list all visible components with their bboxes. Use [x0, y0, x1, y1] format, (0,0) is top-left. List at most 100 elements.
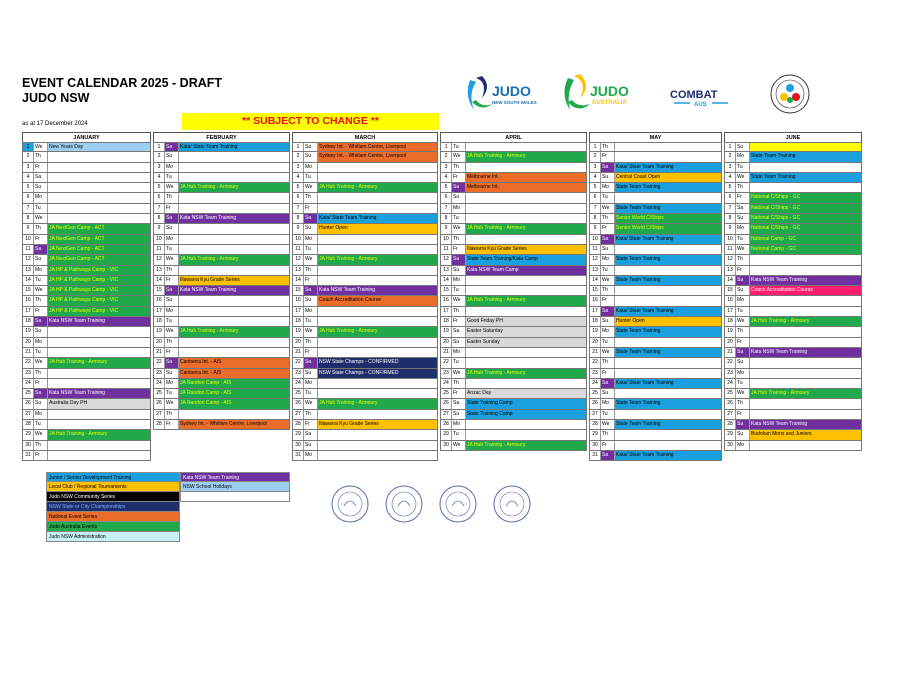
event-cell: Illawarra Kyu Grade Series [318, 420, 437, 430]
event-cell [48, 451, 150, 460]
event-cell: JA HP & Pathways Camp - VIC [48, 286, 150, 296]
weekday: We [601, 347, 615, 358]
event-cell: State Training Camp [466, 399, 586, 409]
day-row: 17 Mo [292, 306, 438, 318]
day-number: 16 [725, 296, 736, 306]
day-number: 18 [441, 317, 452, 327]
day-number: 15 [725, 286, 736, 296]
day-number: 12 [725, 255, 736, 265]
day-number: 23 [154, 368, 165, 378]
judo-nsw-logo-subtext: NEW SOUTH WALES [492, 100, 537, 105]
event-cell [179, 410, 289, 419]
day-number: 29 [23, 430, 34, 440]
day-row: 23 We JA Hub Training - Armoury [440, 368, 587, 379]
day-number: 15 [293, 286, 304, 296]
day-number: 18 [293, 317, 304, 327]
weekday: We [165, 399, 179, 409]
day-row: 14 Mo [440, 275, 587, 287]
weekday: Th [34, 368, 48, 378]
event-cell: JA Hub Training - Armoury [179, 327, 289, 337]
day-number: 20 [23, 337, 34, 347]
day-number: 19 [725, 327, 736, 337]
day-number: 4 [154, 172, 165, 183]
event-cell: Hunter Open [318, 224, 437, 234]
event-cell: JA Hub Training - Armoury [466, 296, 586, 306]
day-row: 17 Fr JA HP & Pathways Camp - VIC [22, 306, 151, 318]
day-row: 7 Sa National C/Ships - GC [724, 203, 862, 215]
day-row: 10 Sa Kata/ State Team Training [589, 234, 722, 245]
legend-item: NSW State or City Championships [46, 502, 180, 512]
event-cell: Coach Accreditation Course [318, 296, 437, 306]
day-number: 2 [590, 152, 601, 162]
event-cell: JA Hub Training - Armoury [318, 255, 437, 265]
event-cell [318, 193, 437, 202]
day-number: 9 [590, 224, 601, 234]
weekday: Tu [736, 306, 750, 317]
weekday: Sa [452, 255, 466, 265]
weekday: Su [304, 368, 318, 378]
day-row: 24 Fr [22, 378, 151, 390]
weekday: Mo [736, 224, 750, 234]
day-number: 2 [154, 152, 165, 162]
weekday: Su [165, 296, 179, 306]
event-cell [750, 307, 861, 316]
weekday: Mo [736, 152, 750, 162]
day-row: 5 Sa Melbourne Int. [440, 183, 587, 194]
event-cell: New Years Day [48, 143, 150, 152]
legend-item: NSW School Holidays [180, 482, 290, 492]
day-row: 9 Fr Senior World C/Ships [589, 224, 722, 235]
weekday: Tu [34, 420, 48, 430]
day-number: 23 [590, 368, 601, 378]
day-number: 13 [154, 265, 165, 275]
weekday: We [304, 255, 318, 265]
event-cell [318, 204, 437, 213]
event-cell: Hunter Open [615, 317, 721, 327]
day-row: 5 We JA Hub Training - Armoury [292, 183, 438, 194]
day-number: 7 [293, 203, 304, 214]
day-row: 2 Su Sydney Int. - Whitlam Centre, Liverpo… [292, 152, 438, 163]
weekday: Fr [601, 440, 615, 450]
day-number: 1 [293, 143, 304, 152]
day-row: 3 Mo [153, 162, 290, 173]
weekday: Mo [304, 234, 318, 244]
event-cell: JA HP & Pathways Camp - VIC [48, 306, 150, 317]
event-cell [615, 410, 721, 419]
event-cell [179, 163, 289, 172]
event-cell [179, 338, 289, 347]
day-row: 29 Th [589, 430, 722, 441]
event-cell [179, 173, 289, 182]
day-number: 13 [441, 265, 452, 275]
weekday: Fr [165, 347, 179, 358]
weekday: Su [304, 296, 318, 306]
weekday: Fr [165, 420, 179, 430]
event-cell: JA NextGen Camp - ACT [48, 244, 150, 255]
event-cell [179, 245, 289, 254]
event-cell: JA Randori Camp - AIS [179, 378, 289, 389]
event-cell: State Team Training [615, 399, 721, 409]
event-cell: JA Hub Training - Armoury [48, 430, 150, 440]
weekday: Fr [304, 203, 318, 214]
day-row: 6 Th [292, 193, 438, 204]
day-row: 18 Fr Good Friday PH [440, 317, 587, 328]
day-row: 21 Tu [22, 347, 151, 359]
event-cell [466, 358, 586, 367]
day-number: 5 [293, 183, 304, 193]
day-row: 28 Fr Illawarra Kyu Grade Series [292, 420, 438, 431]
day-row: 22 We JA Hub Training - Armoury [22, 358, 151, 369]
weekday: Th [601, 286, 615, 296]
weekday: Mo [165, 378, 179, 389]
day-row: 25 Su [589, 389, 722, 400]
weekday: Sa [165, 143, 179, 152]
day-number: 17 [23, 306, 34, 317]
weekday: We [452, 296, 466, 306]
weekday: Tu [34, 275, 48, 286]
event-cell: JA Hub Training - Armoury [318, 183, 437, 193]
weekday: Su [304, 440, 318, 450]
day-number: 12 [441, 255, 452, 265]
day-number: 24 [590, 378, 601, 389]
event-cell [318, 338, 437, 347]
event-cell [615, 266, 721, 275]
day-row: 15 We JA HP & Pathways Camp - VIC [22, 286, 151, 297]
event-cell [318, 451, 437, 460]
day-number: 10 [441, 234, 452, 244]
